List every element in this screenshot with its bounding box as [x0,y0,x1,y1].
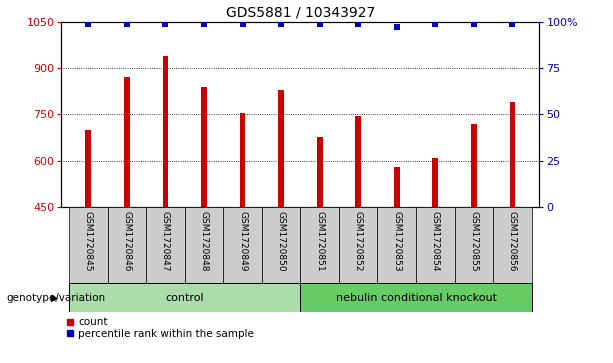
Bar [317,136,322,207]
Point [392,24,402,30]
Bar [278,90,284,207]
Bar [185,207,223,283]
Point [161,21,170,26]
Text: GSM1720852: GSM1720852 [354,211,363,271]
Bar [300,207,339,283]
Point [353,21,363,26]
Bar [509,102,516,207]
Bar [339,207,378,283]
Bar [378,207,416,283]
Point [122,21,132,26]
Bar [416,207,455,283]
Text: nebulin conditional knockout: nebulin conditional knockout [335,293,497,303]
Bar [455,207,493,283]
Bar [223,207,262,283]
Point [508,21,517,26]
Text: GSM1720848: GSM1720848 [199,211,208,271]
Point [238,21,248,26]
Bar [240,113,245,207]
Point [83,21,93,26]
Text: GSM1720856: GSM1720856 [508,211,517,272]
Bar [201,86,207,207]
Bar [124,77,130,207]
Text: GSM1720853: GSM1720853 [392,211,402,272]
Text: ▶: ▶ [51,293,58,303]
Point [276,21,286,26]
Point [199,21,209,26]
Bar [493,207,531,283]
Point [469,21,479,26]
Bar [394,167,400,207]
Bar [69,283,300,312]
Bar [471,123,477,207]
Bar [85,130,91,207]
Text: GSM1720849: GSM1720849 [238,211,247,271]
Bar [146,207,185,283]
Bar [432,158,438,207]
Text: GSM1720850: GSM1720850 [276,211,286,272]
Bar [162,56,169,207]
Text: control: control [166,293,204,303]
Bar [300,283,531,312]
Point [314,21,324,26]
Text: GSM1720851: GSM1720851 [315,211,324,272]
Text: GSM1720854: GSM1720854 [431,211,440,271]
Legend: count, percentile rank within the sample: count, percentile rank within the sample [66,317,254,339]
Text: GSM1720846: GSM1720846 [123,211,131,271]
Text: genotype/variation: genotype/variation [6,293,105,303]
Bar [69,207,107,283]
Bar [262,207,300,283]
Bar [107,207,146,283]
Text: GSM1720855: GSM1720855 [470,211,478,272]
Point [430,21,440,26]
Text: GSM1720845: GSM1720845 [84,211,93,271]
Bar [356,116,361,207]
Title: GDS5881 / 10343927: GDS5881 / 10343927 [226,5,375,19]
Text: GSM1720847: GSM1720847 [161,211,170,271]
